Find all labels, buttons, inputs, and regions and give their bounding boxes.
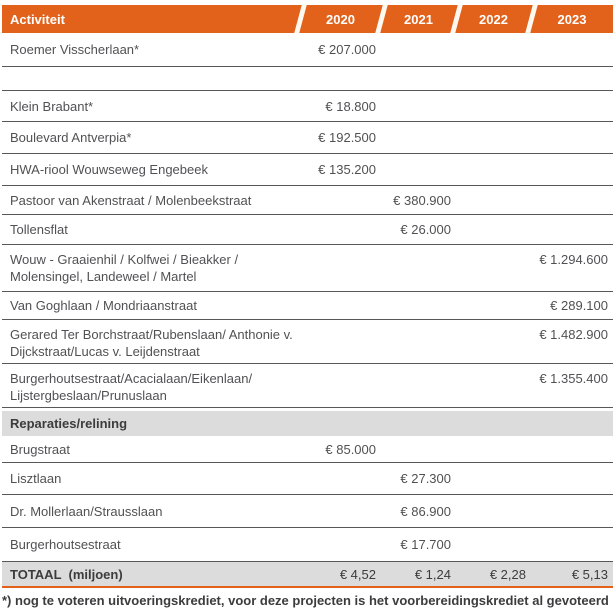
amount-2020 <box>300 320 381 327</box>
activity-label: Gerared Ter Borchstraat/Rubenslaan/ Anth… <box>10 327 293 359</box>
total-2022: € 2,28 <box>489 566 526 582</box>
activity-label: Boulevard Antverpia* <box>10 130 132 145</box>
amount-2023: € 1.482.900 <box>539 327 608 342</box>
amount-2022 <box>456 245 531 252</box>
table-row: Wouw - Graaienhil / Kolfwei / Bieakker /… <box>2 245 613 292</box>
amount-2020 <box>300 245 381 252</box>
amount-2023: € 1.294.600 <box>539 252 608 267</box>
activity-label: Klein Brabant* <box>10 98 94 114</box>
amount-2021 <box>381 320 456 327</box>
amount-2021 <box>381 245 456 252</box>
activity-label: Brugstraat <box>10 441 70 457</box>
amount-2021: € 27.300 <box>400 471 451 486</box>
amount-2023: € 289.100 <box>550 298 608 313</box>
table-row: Burgerhoutsestraat € 17.700 <box>2 528 613 561</box>
amount-2021: € 86.900 <box>400 503 451 519</box>
amount-2020: € 192.500 <box>318 130 376 145</box>
total-2023: € 5,13 <box>571 566 608 582</box>
amount-2021: € 17.700 <box>400 537 451 552</box>
budget-table: Activiteit 2020 2021 2022 2023 Roemer Vi… <box>2 5 613 588</box>
activity-label: Dr. Mollerlaan/Strausslaan <box>10 503 163 519</box>
amount-2021: € 26.000 <box>400 222 451 237</box>
table-row: Lisztlaan € 27.300 <box>2 463 613 495</box>
section-label: Reparaties/relining <box>10 416 128 431</box>
column-header-activity: Activiteit <box>10 11 65 27</box>
column-header-2022: 2022 <box>479 11 508 27</box>
table-row: Burgerhoutsestraat/Acacialaan/Eikenlaan/… <box>2 364 613 408</box>
column-header-2020: 2020 <box>326 11 355 27</box>
total-label: TOTAAL (miljoen) <box>10 566 123 582</box>
total-2021: € 1,24 <box>414 566 451 582</box>
total-row: TOTAAL (miljoen) € 4,52 € 1,24 € 2,28 € … <box>2 561 613 588</box>
amount-2020 <box>300 364 381 371</box>
amount-2022 <box>456 320 531 327</box>
table-row: Tollensflat € 26.000 <box>2 215 613 245</box>
activity-label: HWA-riool Wouwseweg Engebeek <box>10 162 208 177</box>
amount-2020: € 207.000 <box>318 42 376 57</box>
table-header-row: Activiteit 2020 2021 2022 2023 <box>2 5 613 33</box>
amount-2020: € 85.000 <box>325 441 376 457</box>
amount-2020: € 18.800 <box>325 98 376 114</box>
total-2020: € 4,52 <box>339 566 376 582</box>
activity-label: Pastoor van Akenstraat / Molenbeekstraat <box>10 192 252 208</box>
amount-2020: € 135.200 <box>318 162 376 177</box>
activity-label: Burgerhoutsestraat/Acacialaan/Eikenlaan/… <box>10 371 253 403</box>
activity-label: Roemer Visscherlaan* <box>10 42 140 57</box>
section-header-reparaties: Reparaties/relining <box>2 411 613 436</box>
activity-label: Burgerhoutsestraat <box>10 537 121 552</box>
table-row-empty <box>2 67 613 91</box>
table-row: Klein Brabant* € 18.800 <box>2 91 613 122</box>
amount-2021: € 380.900 <box>393 192 451 208</box>
amount-2022 <box>456 364 531 371</box>
table-row: Van Goghlaan / Mondriaanstraat € 289.100 <box>2 292 613 320</box>
amount-2023: € 1.355.400 <box>539 371 608 386</box>
footnote: *) nog te voteren uitvoeringskrediet, vo… <box>2 593 609 608</box>
column-header-2023: 2023 <box>557 11 587 27</box>
amount-2021 <box>381 364 456 371</box>
table-row: Pastoor van Akenstraat / Molenbeekstraat… <box>2 186 613 215</box>
table-row: Roemer Visscherlaan* € 207.000 <box>2 33 613 67</box>
table-row: Gerared Ter Borchstraat/Rubenslaan/ Anth… <box>2 320 613 364</box>
activity-label: Lisztlaan <box>10 471 62 486</box>
table-row: Dr. Mollerlaan/Strausslaan € 86.900 <box>2 495 613 528</box>
column-header-2021: 2021 <box>404 11 433 27</box>
activity-label: Tollensflat <box>10 222 68 237</box>
activity-label: Wouw - Graaienhil / Kolfwei / Bieakker /… <box>10 252 239 284</box>
activity-label: Van Goghlaan / Mondriaanstraat <box>10 298 197 313</box>
table-row: HWA-riool Wouwseweg Engebeek € 135.200 <box>2 154 613 186</box>
table-row: Boulevard Antverpia* € 192.500 <box>2 122 613 154</box>
table-row: Brugstraat € 85.000 <box>2 436 613 463</box>
